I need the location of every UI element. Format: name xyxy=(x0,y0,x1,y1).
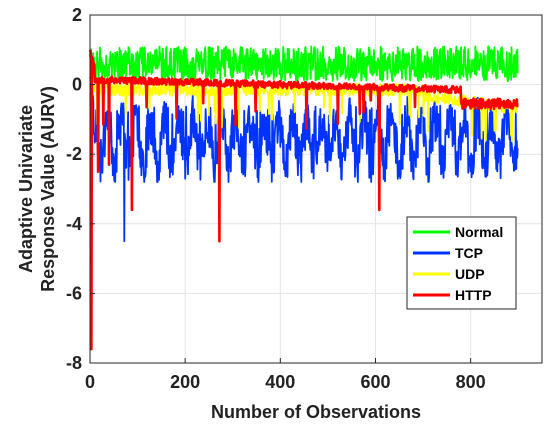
ticks: 0 200 400 600 800 2 0 -2 -4 -6 -8 xyxy=(66,5,486,392)
x-tick-label: 0 xyxy=(85,372,95,392)
legend: Normal TCP UDP HTTP xyxy=(406,216,517,310)
x-tick-label: 200 xyxy=(170,372,200,392)
y-axis-label-line1: Adaptive Univariate xyxy=(16,105,36,273)
y-tick-label: -4 xyxy=(66,214,82,234)
series-line-normal xyxy=(89,45,519,82)
legend-label-udp: UDP xyxy=(455,266,485,282)
plot-frame xyxy=(89,14,543,364)
y-tick-label: -6 xyxy=(66,283,82,303)
legend-label-normal: Normal xyxy=(455,224,503,240)
series-line-tcp xyxy=(89,53,519,243)
y-tick-label: -2 xyxy=(66,144,82,164)
legend-label-http: HTTP xyxy=(455,287,492,303)
y-tick-label: -8 xyxy=(66,353,82,373)
series-line-http xyxy=(88,49,519,351)
y-tick-label: 0 xyxy=(72,75,82,95)
y-tick-label: 2 xyxy=(72,5,82,25)
x-axis-label: Number of Observations xyxy=(211,402,421,422)
series-layer xyxy=(88,45,519,351)
x-tick-label: 600 xyxy=(360,372,390,392)
y-axis-label-line2: Response Value (AURV) xyxy=(38,86,58,292)
x-tick-label: 400 xyxy=(265,372,295,392)
x-tick-label: 800 xyxy=(456,372,486,392)
legend-label-tcp: TCP xyxy=(455,245,483,261)
